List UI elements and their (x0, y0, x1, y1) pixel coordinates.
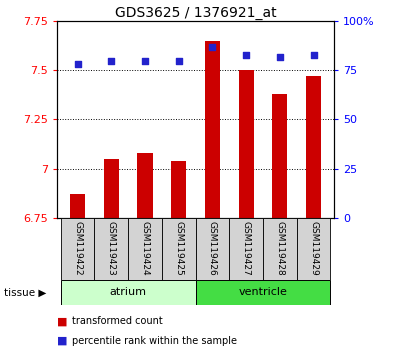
Point (175, 58, 182, 63)
Text: GSM119427: GSM119427 (242, 221, 250, 276)
Text: GSM119424: GSM119424 (141, 221, 149, 276)
Title: GDS3625 / 1376921_at: GDS3625 / 1376921_at (115, 6, 276, 20)
Bar (70, 194, 85, 218)
Bar (239, 70, 254, 218)
Text: atrium: atrium (109, 287, 147, 297)
Bar (128, 218, 162, 280)
Bar (162, 218, 196, 280)
Bar (61, 280, 196, 305)
Text: ventricle: ventricle (239, 287, 288, 297)
Point (108, 58, 115, 63)
Point (74, 62, 81, 67)
Bar (103, 159, 119, 218)
Bar (171, 161, 186, 218)
Text: GSM119423: GSM119423 (107, 221, 116, 276)
Text: GSM119426: GSM119426 (208, 221, 217, 276)
Text: ■: ■ (57, 316, 68, 326)
Text: GSM119429: GSM119429 (309, 221, 318, 276)
Bar (229, 218, 263, 280)
Bar (137, 153, 152, 218)
Text: percentile rank within the sample: percentile rank within the sample (72, 336, 237, 346)
Bar (196, 280, 330, 305)
Text: GSM119422: GSM119422 (73, 221, 82, 276)
Bar (94, 218, 128, 280)
Text: GSM119428: GSM119428 (275, 221, 284, 276)
Bar (272, 94, 288, 218)
Text: ■: ■ (57, 336, 68, 346)
Bar (196, 218, 229, 280)
Bar (61, 218, 94, 280)
Bar (306, 76, 321, 218)
Bar (205, 41, 220, 218)
Bar (297, 218, 330, 280)
Point (243, 52, 249, 57)
Point (209, 44, 216, 50)
Point (310, 52, 317, 57)
Point (276, 54, 283, 59)
Text: transformed count: transformed count (72, 316, 163, 326)
Text: tissue ▶: tissue ▶ (4, 287, 46, 297)
Text: GSM119425: GSM119425 (174, 221, 183, 276)
Bar (263, 218, 297, 280)
Point (142, 58, 148, 63)
